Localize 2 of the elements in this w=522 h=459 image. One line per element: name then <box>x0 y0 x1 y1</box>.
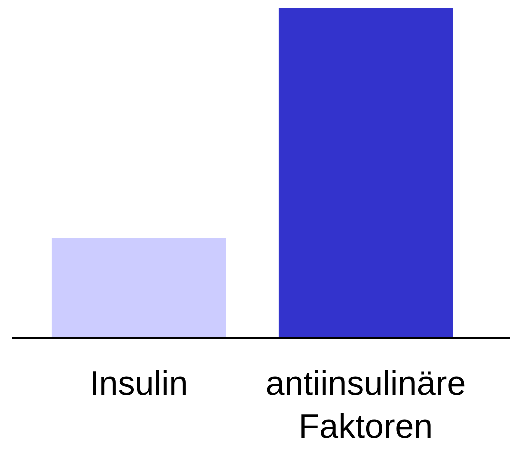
x-tick-label: antiinsulinäre Faktoren <box>266 365 466 446</box>
x-tick-label: Insulin <box>90 365 188 403</box>
